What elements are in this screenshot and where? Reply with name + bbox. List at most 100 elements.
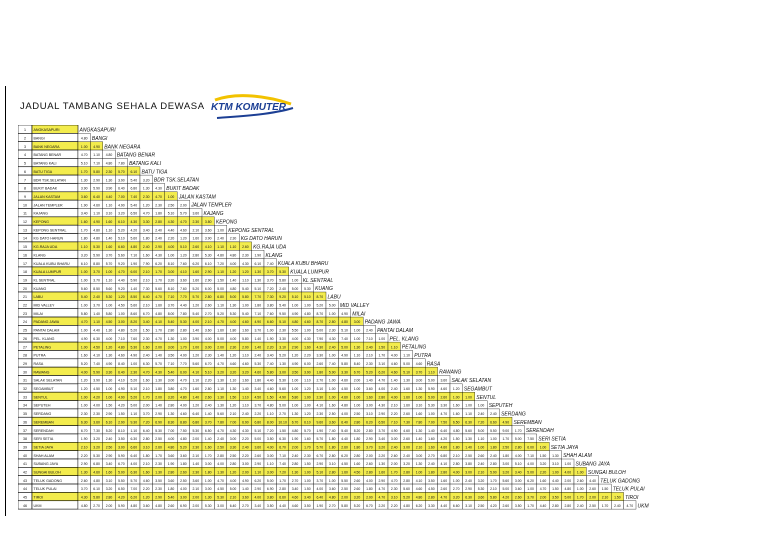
fare-value: 2.10 xyxy=(143,304,150,308)
fare-value: 2.60 xyxy=(366,462,373,466)
fare-value: 1.80 xyxy=(230,329,237,333)
fare-value: 2.90 xyxy=(378,479,385,483)
diagonal-station-label: KUALA LUMPUR xyxy=(290,270,329,276)
fare-value: 2.30 xyxy=(130,370,137,374)
fare-value: 4.80 xyxy=(155,312,162,316)
fare-value: 2.60 xyxy=(81,479,88,483)
fare-value: 2.40 xyxy=(217,437,224,441)
fare-value: 2.80 xyxy=(428,496,435,500)
fare-value: 1.40 xyxy=(242,487,249,491)
fare-value: 2.00 xyxy=(143,404,150,408)
fare-value: 5.80 xyxy=(292,395,299,399)
fare-value: 6.10 xyxy=(93,487,100,491)
station-name: SERENDAH xyxy=(34,429,54,433)
row-number: 43 xyxy=(23,479,27,483)
fare-value: 3.00 xyxy=(416,454,423,458)
fare-value: 1.10 xyxy=(254,471,261,475)
fare-value: 1.20 xyxy=(192,354,199,358)
fare-value: 5.00 xyxy=(478,429,485,433)
fare-value: 2.40 xyxy=(329,345,336,349)
fare-value: 3.20 xyxy=(453,496,460,500)
fare-value: 1.40 xyxy=(242,387,249,391)
row-number: 3 xyxy=(24,145,26,149)
fare-value: 1.60 xyxy=(428,445,435,449)
fare-value: 3.90 xyxy=(304,370,311,374)
fare-value: 2.20 xyxy=(81,454,88,458)
fare-value: 7.20 xyxy=(217,262,224,266)
fare-value: 3.60 xyxy=(143,504,150,508)
fare-value: 1.30 xyxy=(292,471,299,475)
fare-value: 2.90 xyxy=(155,412,162,416)
fare-value: 1.00 xyxy=(354,329,361,333)
diagonal-station-label: PETALING xyxy=(402,345,426,351)
fare-value: 2.30 xyxy=(155,203,162,207)
fare-value: 3.50 xyxy=(292,370,299,374)
fare-value: 1.10 xyxy=(217,304,224,308)
fare-value: 5.70 xyxy=(155,362,162,366)
diagonal-station-label: KUALA KUBU BHARU xyxy=(278,261,329,267)
fare-value: 2.60 xyxy=(155,445,162,449)
fare-value: 2.40 xyxy=(391,387,398,391)
fare-value: 5.10 xyxy=(205,370,212,374)
fare-value: 5.10 xyxy=(304,295,311,299)
fare-value: 2.60 xyxy=(440,395,447,399)
fare-value: 1.00 xyxy=(81,345,88,349)
fare-value: 3.40 xyxy=(254,504,261,508)
fare-value: 4.80 xyxy=(106,162,113,166)
fare-value: 6.90 xyxy=(242,420,249,424)
fare-value: 5.00 xyxy=(329,304,336,308)
fare-value: 1.10 xyxy=(81,245,88,249)
fare-value: 4.60 xyxy=(391,370,398,374)
fare-value: 7.70 xyxy=(180,362,187,366)
fare-value: 1.00 xyxy=(168,253,175,257)
fare-value: 2.70 xyxy=(279,412,286,416)
fare-value: 5.00 xyxy=(428,379,435,383)
fare-value: 1.00 xyxy=(106,387,113,391)
fare-value: 1.20 xyxy=(143,203,150,207)
station-name: KAJANG xyxy=(34,212,49,216)
fare-value: 2.60 xyxy=(205,304,212,308)
fare-value: 1.70 xyxy=(205,454,212,458)
fare-value: 5.70 xyxy=(316,437,323,441)
fare-value: 1.00 xyxy=(292,404,299,408)
fare-value: 5.00 xyxy=(527,471,534,475)
station-name: ANGKASAPURI xyxy=(34,128,60,132)
fare-value: 3.10 xyxy=(106,479,113,483)
fare-value: 4.70 xyxy=(217,429,224,433)
fare-value: 2.80 xyxy=(168,329,175,333)
fare-value: 8.20 xyxy=(354,429,361,433)
fare-value: 1.80 xyxy=(155,387,162,391)
fare-value: 2.30 xyxy=(304,454,311,458)
fare-value: 1.50 xyxy=(267,395,274,399)
fare-value: 4.50 xyxy=(118,304,125,308)
fare-value: 6.40 xyxy=(118,370,125,374)
fare-value: 1.80 xyxy=(254,304,261,308)
fare-value: 4.70 xyxy=(118,270,125,274)
fare-value: 4.80 xyxy=(93,479,100,483)
fare-value: 3.00 xyxy=(502,462,509,466)
diagonal-station-label: KLANG xyxy=(266,253,283,259)
fare-value: 1.00 xyxy=(416,395,423,399)
fare-value: 1.00 xyxy=(329,387,336,391)
fare-value: 5.40 xyxy=(279,304,286,308)
fare-value: 5.60 xyxy=(403,487,410,491)
fare-value: 1.60 xyxy=(403,395,410,399)
fare-value: 3.70 xyxy=(143,412,150,416)
fare-value: 4.60 xyxy=(292,496,299,500)
fare-value: 1.10 xyxy=(230,379,237,383)
fare-value: 2.10 xyxy=(453,454,460,458)
fare-value: 4.60 xyxy=(416,487,423,491)
fare-value: 1.30 xyxy=(81,178,88,182)
fare-value: 4.70 xyxy=(378,487,385,491)
fare-value: 2.60 xyxy=(341,445,348,449)
fare-value: 1.40 xyxy=(254,345,261,349)
fare-value: 2.00 xyxy=(242,345,249,349)
diagonal-station-label: SETIA JAYA xyxy=(551,445,579,451)
fare-value: 3.90 xyxy=(118,178,125,182)
fare-value: 2.10 xyxy=(192,228,199,232)
fare-value: 5.20 xyxy=(366,370,373,374)
fare-value: 3.70 xyxy=(106,253,113,257)
fare-value: 1.30 xyxy=(416,387,423,391)
row-number: 8 xyxy=(24,187,26,191)
fare-value: 6.20 xyxy=(192,262,199,266)
